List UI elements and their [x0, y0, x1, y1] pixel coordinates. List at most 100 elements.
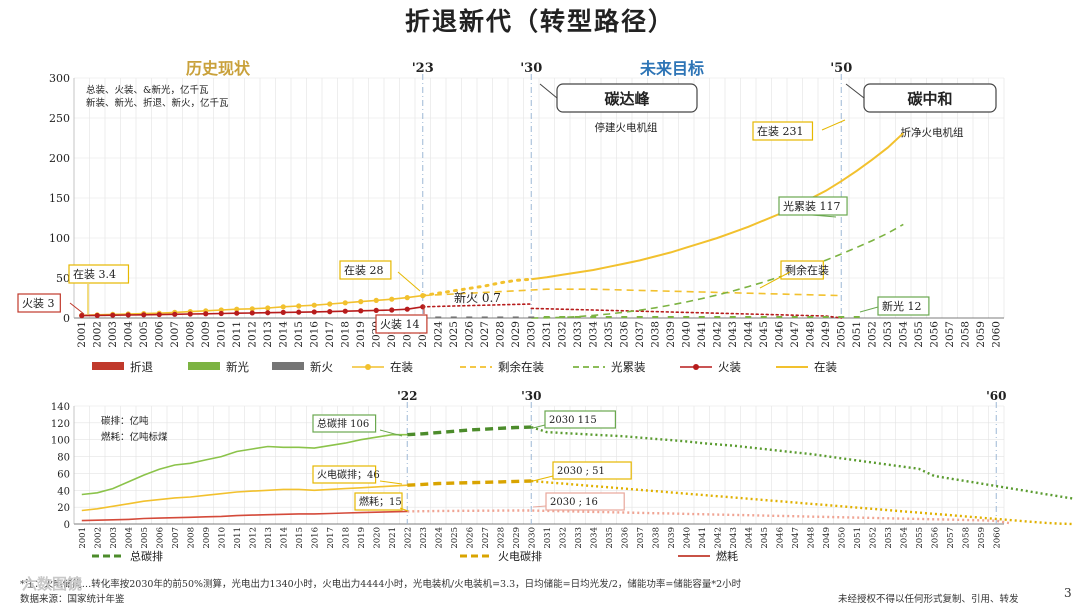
top-xtick-label: 2057 — [944, 321, 956, 348]
series-point-火装 — [280, 309, 286, 315]
series-point-火装 — [156, 311, 162, 318]
legend-swatch — [272, 362, 304, 370]
bottom-ytick-label: 60 — [57, 469, 70, 480]
top-xtick-label: 2060 — [990, 321, 1002, 348]
bar-new-solar — [791, 316, 798, 318]
bottom-xtick-label: 2003 — [109, 527, 119, 549]
bar-new-solar — [776, 316, 783, 318]
bar-new-solar — [559, 316, 566, 318]
milestone-title: 碳中和 — [907, 90, 952, 108]
huozhuang-2001-text: 火装 3 — [22, 297, 55, 310]
top-xtick-label: 2040 — [680, 321, 692, 348]
bottom-xtick-label: 2019 — [357, 527, 367, 549]
bottom-xtick-label: 2024 — [434, 527, 444, 549]
bottom-xtick-label: 2010 — [217, 527, 227, 549]
bottom-xtick-label: 2002 — [93, 527, 103, 549]
bottom-xtick-label: 2041 — [698, 527, 708, 549]
top-xtick-label: 2046 — [773, 321, 785, 348]
bottom-xtick-label: 2058 — [961, 527, 971, 549]
bottom-xtick-label: 2036 — [620, 527, 630, 549]
series-point-在装 — [342, 300, 348, 306]
milestone-pointer — [845, 83, 865, 99]
zongtanpai-2022-leader — [379, 429, 403, 437]
series-point-火装 — [265, 310, 271, 316]
huodiantanpai-2022-box — [312, 465, 377, 484]
series-line-燃耗 — [81, 510, 408, 522]
bottom-xtick-label: 2001 — [78, 527, 88, 549]
huozhuang-2001-box — [17, 293, 61, 313]
top-xtick-label: 2055 — [913, 321, 925, 348]
top-units-note-1: 总装、火装、&新光，亿千瓦 — [86, 84, 209, 96]
bottom-xtick-label: 2027 — [481, 527, 491, 549]
page-number: 3 — [1064, 586, 1072, 600]
bar-new-fire — [466, 316, 473, 318]
top-xtick-label: 2011 — [231, 321, 243, 348]
bottom-units-note-2: 燃耗：亿吨标煤 — [101, 431, 168, 443]
xinhuo-2030: 新火 0.7 — [454, 290, 501, 305]
series-point-在装 — [296, 303, 302, 309]
zaizhuang-2023-text: 在装 28 — [344, 264, 384, 277]
series-line-燃耗 — [407, 509, 1013, 525]
zaizhuang-2001-box — [68, 264, 130, 284]
bottom-xtick-label: 2037 — [636, 527, 646, 549]
top-xtick-label: 2013 — [262, 321, 274, 348]
bottom-xtick-label: 2053 — [884, 527, 894, 549]
bar-new-solar — [714, 316, 721, 318]
series-point-火装 — [125, 312, 131, 318]
top-xtick-label: 2006 — [153, 321, 165, 348]
series-point-火装 — [296, 309, 302, 315]
bottom-xtick-label: 2034 — [589, 527, 599, 549]
footer-copyright: 未经授权不得以任何形式复制、引用、转发 — [838, 594, 1019, 605]
series-point-火装 — [234, 310, 240, 316]
bar-new-fire — [528, 316, 535, 318]
zaizhuang-2050-leader — [821, 119, 846, 131]
series-point-火装 — [141, 312, 147, 318]
huodiantanpai-2030-text: 2030 ; 51 — [557, 466, 605, 477]
top-marker-label: '23 — [412, 61, 434, 76]
top-xtick-label: 2041 — [696, 321, 708, 348]
bar-new-solar — [574, 316, 581, 318]
series-point-在装 — [265, 305, 271, 311]
milestone-subtitle: 折净火电机组 — [901, 126, 964, 139]
legend-label: 燃耗 — [716, 549, 738, 563]
series-line-在装 — [421, 277, 533, 298]
top-xtick-label: 2024 — [432, 321, 444, 348]
legend-label: 总碳排 — [130, 549, 163, 563]
series-point-火装 — [94, 312, 100, 319]
bottom-xtick-label: 2050 — [837, 527, 847, 549]
top-xtick-label: 2044 — [742, 321, 754, 348]
series-point-火装 — [358, 308, 364, 314]
series-point-在装 — [249, 306, 255, 312]
bottom-xtick-label: 2025 — [450, 527, 460, 549]
bottom-units-note-1: 碳排：亿吨 — [101, 415, 149, 427]
legend-label: 剩余在装 — [498, 360, 544, 374]
legend-swatch-point — [693, 364, 699, 370]
legend-swatch — [188, 362, 220, 370]
bottom-ytick-label: 120 — [51, 419, 70, 430]
top-xtick-label: 2031 — [541, 321, 553, 348]
series-point-火装 — [311, 309, 317, 315]
top-xtick-label: 2028 — [494, 321, 506, 348]
bottom-xtick-label: 2006 — [155, 527, 165, 549]
series-point-在装 — [358, 299, 364, 305]
series-point-火装 — [389, 307, 395, 313]
top-xtick-label: 2056 — [928, 321, 940, 348]
bottom-xtick-label: 2032 — [558, 527, 568, 549]
top-xtick-label: 2052 — [866, 321, 878, 348]
top-xtick-label: 2029 — [510, 321, 522, 348]
series-line-总碳排 — [530, 425, 1074, 500]
bottom-xtick-label: 2023 — [419, 527, 429, 549]
bar-new-solar — [822, 316, 829, 318]
series-point-在装 — [373, 297, 379, 303]
ranhao-2030-box — [545, 492, 625, 511]
huozhuang-2023-box — [375, 314, 428, 334]
bottom-xtick-label: 2035 — [605, 527, 615, 549]
top-xtick-label: 2054 — [897, 321, 909, 348]
series-line-总碳排 — [407, 425, 532, 437]
bar-new-solar — [605, 316, 612, 318]
series-point-火装 — [203, 311, 209, 317]
ranhao-2030-text: 2030 ; 16 — [550, 497, 598, 508]
bottom-xtick-label: 2020 — [372, 527, 382, 549]
huozhuang-2001-leader — [69, 302, 85, 315]
